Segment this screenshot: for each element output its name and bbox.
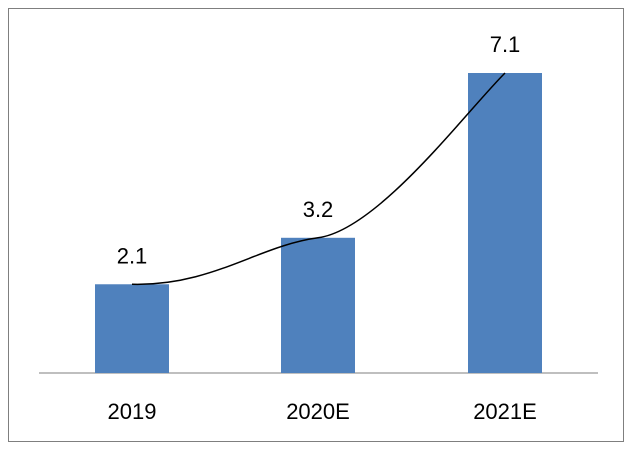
x-tick-label-2021e: 2021E xyxy=(473,399,537,424)
data-label-2019: 2.1 xyxy=(117,243,148,268)
data-label-2020e: 3.2 xyxy=(303,197,334,222)
bar-2019 xyxy=(95,284,169,373)
trendline xyxy=(131,72,506,286)
x-tick-label-2020e: 2020E xyxy=(286,399,350,424)
data-label-2021e: 7.1 xyxy=(490,32,521,57)
bar-2020e xyxy=(281,237,355,373)
bars-layer xyxy=(95,73,542,373)
labels-layer: 2.1 2019 3.2 2020E 7.1 2021E xyxy=(108,32,537,424)
bar-2021e xyxy=(468,73,542,373)
x-tick-label-2019: 2019 xyxy=(108,399,157,424)
